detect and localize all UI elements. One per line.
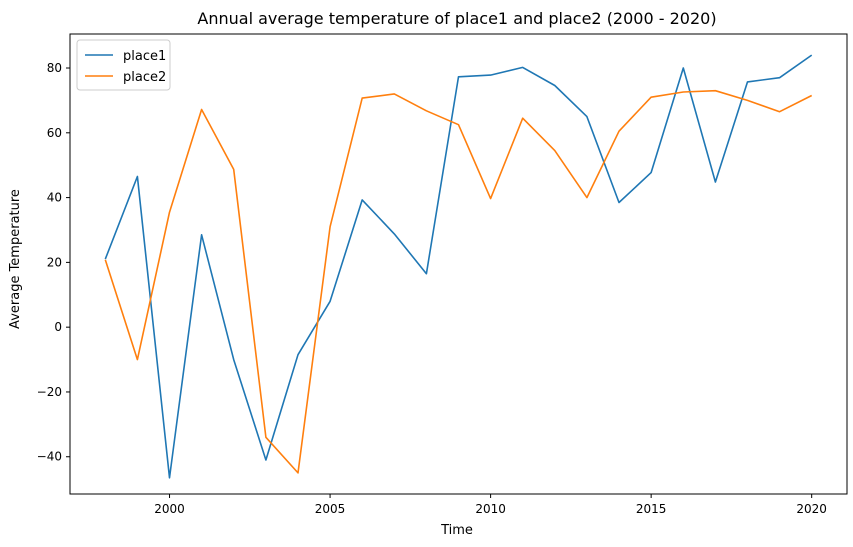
- legend-label-place1: place1: [123, 49, 166, 64]
- legend-box: [76, 39, 171, 91]
- x-tick-label: 2020: [796, 502, 827, 516]
- y-tick-label: −20: [37, 385, 62, 399]
- plot-frame: [69, 33, 848, 495]
- x-axis: 2000 2005 2010 2015 2020: [154, 494, 827, 516]
- y-axis-label: Average Temperature: [8, 189, 23, 329]
- x-axis-label: Time: [440, 523, 473, 538]
- series-line-place1: [104, 54, 813, 479]
- y-tick-label: −40: [37, 450, 62, 464]
- x-tick-label: 2015: [636, 502, 667, 516]
- y-tick-label: 40: [47, 191, 62, 205]
- x-tick-label: 2005: [315, 502, 346, 516]
- y-tick-label: 80: [47, 61, 62, 75]
- x-tick-label: 2010: [475, 502, 506, 516]
- y-tick-label: 60: [47, 126, 62, 140]
- y-axis: −40 −20 0 20 40 60 80: [37, 61, 70, 464]
- chart-title: Annual average temperature of place1 and…: [197, 9, 716, 28]
- series-layer: [104, 54, 813, 479]
- series-line-place2: [104, 89, 813, 474]
- y-tick-label: 0: [54, 320, 62, 334]
- legend: place1 place2: [76, 39, 171, 91]
- legend-label-place2: place2: [123, 70, 166, 85]
- x-tick-label: 2000: [154, 502, 185, 516]
- y-tick-label: 20: [47, 255, 62, 269]
